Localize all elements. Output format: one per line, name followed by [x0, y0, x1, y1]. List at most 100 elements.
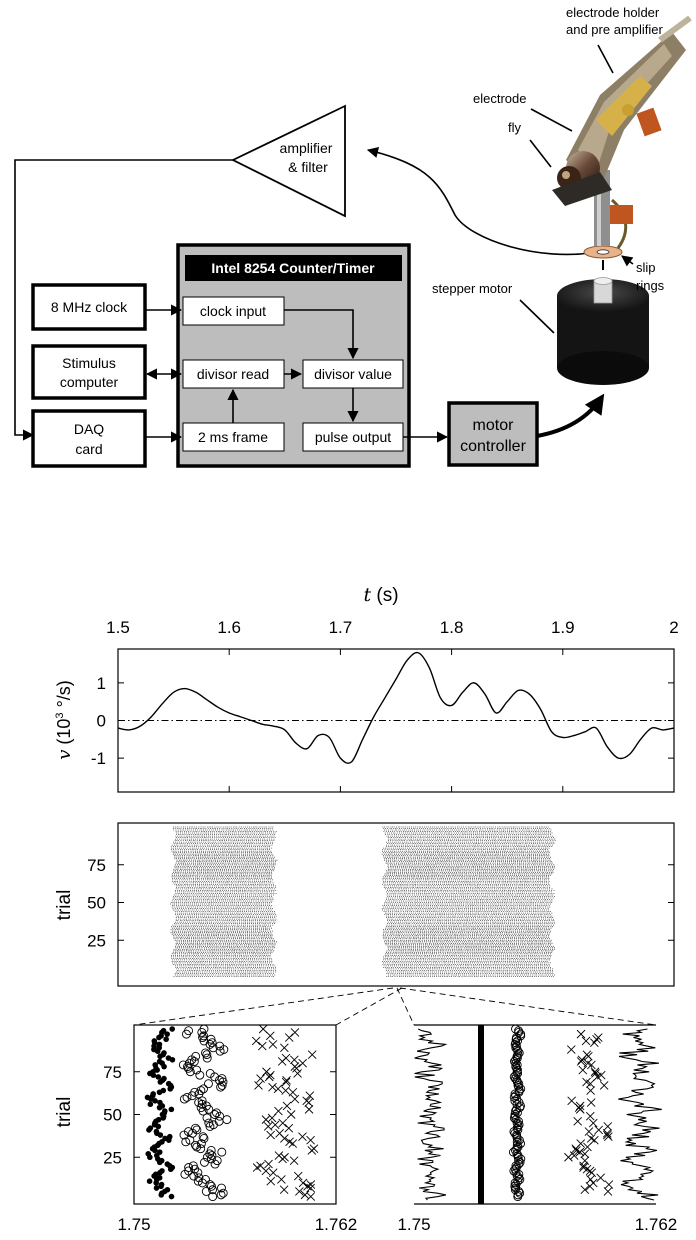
spike-circle: [513, 1122, 523, 1131]
spike-cross: [285, 1137, 294, 1147]
spike-circle: [198, 1033, 208, 1043]
spike-cross: [599, 1081, 609, 1090]
spike-circle: [513, 1176, 523, 1186]
raster-y-tick-label: 75: [87, 856, 106, 875]
spike-circle: [205, 1069, 215, 1078]
thick-bar: [478, 1025, 484, 1204]
velocity-x-ticks: 1.5 1.6 1.7 1.8 1.9 2: [106, 618, 679, 792]
spike-dot: [152, 1062, 158, 1068]
spike-cross: [263, 1122, 273, 1131]
electrode-pointer: [530, 108, 573, 132]
amplifier-triangle: [230, 104, 346, 218]
raster-spike-band: [170, 826, 278, 977]
spike-cross: [580, 1156, 590, 1165]
spike-circle: [514, 1086, 524, 1096]
zoom-right-markers: [414, 1024, 662, 1204]
spike-cross: [588, 1118, 598, 1128]
spike-cross: [266, 1176, 276, 1186]
daq-label: DAQ: [74, 421, 104, 437]
spike-circle: [193, 1176, 203, 1186]
spike-dot: [146, 1178, 153, 1184]
electrode-label: electrode: [473, 91, 526, 106]
spike-cross: [306, 1135, 315, 1145]
zoom-connector-lines: [133, 987, 657, 1026]
spike-circle: [511, 1062, 521, 1072]
spike-cross: [573, 1117, 583, 1126]
spike-cross: [596, 1173, 605, 1183]
spike-circle: [512, 1063, 522, 1073]
spike-cross: [293, 1069, 302, 1078]
spike-circle: [183, 1063, 193, 1073]
spike-circle: [199, 1133, 209, 1143]
spike-cross: [585, 1111, 595, 1121]
spike-dot: [159, 1168, 165, 1174]
spike-cross: [586, 1134, 596, 1143]
spike-circle: [199, 1024, 209, 1034]
spike-cross: [290, 1055, 299, 1065]
spike-circle: [513, 1190, 523, 1200]
spike-dot: [151, 1038, 158, 1044]
spike-circle: [514, 1156, 524, 1166]
spike-cross: [586, 1086, 595, 1095]
spike-cross: [256, 1161, 265, 1171]
spike-circle: [510, 1110, 520, 1119]
spike-dot: [158, 1181, 165, 1188]
spike-cross: [279, 1185, 289, 1195]
spike-circle: [191, 1140, 200, 1150]
spike-circle: [192, 1065, 202, 1075]
clock-to-divisor-arrow: [284, 309, 359, 360]
slip-rings-pointer: [621, 255, 634, 267]
spike-circle: [183, 1127, 193, 1137]
spike-dot: [156, 1149, 163, 1155]
holder-pointer: [597, 44, 614, 74]
spike-cross: [280, 1043, 289, 1053]
spike-cross: [256, 1074, 265, 1083]
spike-circle: [217, 1183, 226, 1193]
spike-circle: [201, 1048, 210, 1058]
spike-circle: [181, 1137, 191, 1147]
spike-cross: [581, 1036, 591, 1046]
stimulus-block: [31, 344, 147, 400]
velocity-x-tick-label: 1.8: [440, 618, 464, 637]
spike-circle: [199, 1157, 209, 1167]
spike-dot: [155, 1116, 162, 1123]
spike-dot: [160, 1087, 167, 1094]
spike-circle: [191, 1051, 201, 1061]
spike-circle: [216, 1082, 226, 1092]
rings-label: rings: [636, 278, 665, 293]
spike-cross: [564, 1152, 573, 1162]
spike-cross: [304, 1105, 314, 1114]
spike-circle: [206, 1181, 216, 1191]
spike-dot: [169, 1026, 176, 1032]
stepper-motor: [557, 277, 649, 385]
spike-circle: [514, 1120, 524, 1130]
spike-cross: [302, 1096, 311, 1106]
spike-circle: [511, 1058, 521, 1068]
spike-cross: [593, 1033, 603, 1042]
zoom-left-y-tick-label: 75: [103, 1063, 122, 1082]
spike-cross: [602, 1128, 612, 1138]
spike-circle: [216, 1190, 226, 1200]
spike-circle: [196, 1144, 206, 1154]
spike-cross: [566, 1045, 576, 1054]
spike-circle: [513, 1050, 523, 1060]
clock-block: [31, 283, 147, 331]
spike-circle: [512, 1045, 522, 1054]
card-label: card: [75, 441, 102, 457]
spike-circle: [196, 1086, 206, 1096]
spike-circle: [514, 1173, 524, 1183]
spike-circle: [193, 1168, 203, 1178]
spike-circle: [207, 1151, 217, 1160]
frame-box: [182, 422, 285, 452]
spike-cross: [251, 1036, 261, 1046]
spike-dot: [150, 1091, 156, 1097]
spike-circle: [195, 1070, 205, 1080]
spike-circle: [512, 1171, 522, 1181]
spike-cross: [602, 1130, 612, 1140]
electrode-holder-label: electrode holder: [566, 5, 660, 20]
spike-cross: [586, 1098, 596, 1107]
spike-dot: [153, 1185, 160, 1191]
spike-dot: [164, 1186, 171, 1193]
